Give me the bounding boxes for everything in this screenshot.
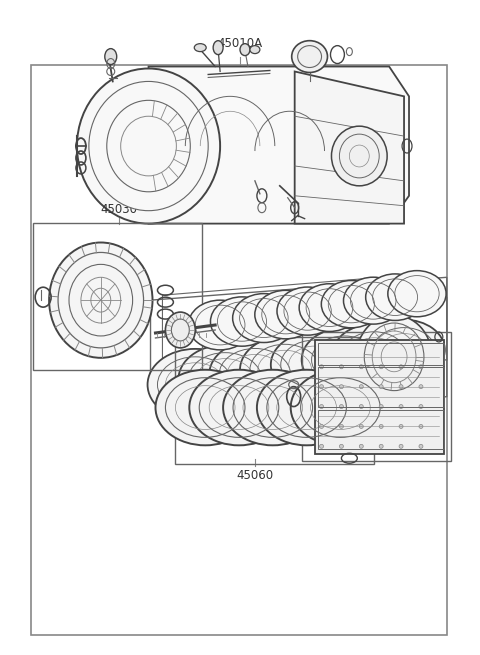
Ellipse shape xyxy=(77,69,220,223)
Polygon shape xyxy=(148,67,409,223)
Ellipse shape xyxy=(49,242,153,358)
Ellipse shape xyxy=(419,384,423,388)
Text: 45060: 45060 xyxy=(236,469,274,482)
Ellipse shape xyxy=(363,320,445,380)
Ellipse shape xyxy=(257,370,356,445)
Ellipse shape xyxy=(271,332,358,398)
Bar xyxy=(31,65,447,635)
Ellipse shape xyxy=(105,48,117,65)
Text: 45030: 45030 xyxy=(100,202,137,215)
Ellipse shape xyxy=(360,384,363,388)
Bar xyxy=(175,337,374,464)
Ellipse shape xyxy=(250,46,260,54)
Ellipse shape xyxy=(399,444,403,448)
Bar xyxy=(314,340,444,455)
Ellipse shape xyxy=(339,365,343,369)
Ellipse shape xyxy=(291,370,390,445)
Bar xyxy=(318,409,444,449)
Ellipse shape xyxy=(339,384,343,388)
Ellipse shape xyxy=(419,444,423,448)
Ellipse shape xyxy=(292,41,327,73)
Ellipse shape xyxy=(360,444,363,448)
Text: 45050: 45050 xyxy=(371,394,408,407)
Ellipse shape xyxy=(223,370,323,445)
Ellipse shape xyxy=(320,405,324,409)
Ellipse shape xyxy=(419,424,423,428)
Ellipse shape xyxy=(320,444,324,448)
Ellipse shape xyxy=(194,44,206,52)
Ellipse shape xyxy=(356,315,432,399)
Ellipse shape xyxy=(277,287,338,335)
Ellipse shape xyxy=(388,271,446,317)
Ellipse shape xyxy=(333,324,416,386)
Ellipse shape xyxy=(188,300,252,350)
Ellipse shape xyxy=(147,349,243,421)
Ellipse shape xyxy=(320,384,324,388)
Ellipse shape xyxy=(89,81,208,211)
Ellipse shape xyxy=(156,370,255,445)
Ellipse shape xyxy=(360,405,363,409)
Ellipse shape xyxy=(299,284,360,331)
Bar xyxy=(301,332,451,461)
Ellipse shape xyxy=(360,365,363,369)
Ellipse shape xyxy=(339,405,343,409)
Ellipse shape xyxy=(399,365,403,369)
Ellipse shape xyxy=(166,312,195,348)
Ellipse shape xyxy=(379,444,383,448)
Ellipse shape xyxy=(339,444,343,448)
Ellipse shape xyxy=(360,424,363,428)
Ellipse shape xyxy=(332,126,387,186)
Bar xyxy=(33,223,202,370)
Ellipse shape xyxy=(179,345,272,415)
Text: 45040: 45040 xyxy=(386,326,423,339)
Ellipse shape xyxy=(399,424,403,428)
Ellipse shape xyxy=(339,424,343,428)
Ellipse shape xyxy=(240,337,329,403)
Ellipse shape xyxy=(301,328,387,392)
Polygon shape xyxy=(295,71,404,223)
Ellipse shape xyxy=(399,384,403,388)
Text: 45010A: 45010A xyxy=(217,37,263,50)
Ellipse shape xyxy=(233,293,295,343)
Ellipse shape xyxy=(321,280,382,328)
Ellipse shape xyxy=(255,290,317,339)
Ellipse shape xyxy=(379,405,383,409)
Ellipse shape xyxy=(379,365,383,369)
Ellipse shape xyxy=(366,274,424,320)
Ellipse shape xyxy=(419,405,423,409)
Ellipse shape xyxy=(189,370,288,445)
Ellipse shape xyxy=(399,405,403,409)
Ellipse shape xyxy=(344,277,403,324)
Ellipse shape xyxy=(320,365,324,369)
Ellipse shape xyxy=(379,424,383,428)
Bar xyxy=(318,367,444,407)
Bar xyxy=(318,343,444,365)
Ellipse shape xyxy=(210,297,274,346)
Ellipse shape xyxy=(240,44,250,56)
Ellipse shape xyxy=(419,365,423,369)
Ellipse shape xyxy=(320,424,324,428)
Ellipse shape xyxy=(209,341,300,409)
Ellipse shape xyxy=(213,41,223,54)
Ellipse shape xyxy=(379,384,383,388)
